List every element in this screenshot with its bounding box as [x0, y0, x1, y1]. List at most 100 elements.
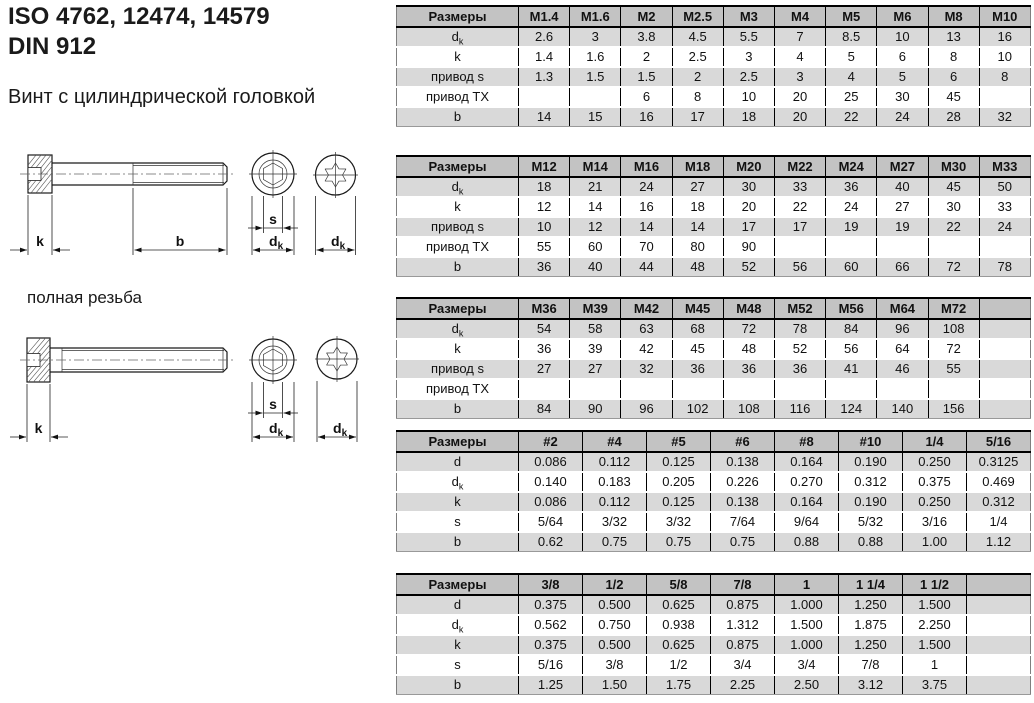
table-cell: 55 — [927, 358, 980, 379]
table-header-size: M27 — [876, 155, 928, 178]
table-cell: 2.5 — [671, 46, 724, 67]
table-cell: 36 — [773, 358, 826, 379]
row-label-main: d — [451, 321, 459, 336]
table-cell: 8 — [978, 66, 1031, 87]
table-header-size: M24 — [825, 155, 877, 178]
row-label: привод s — [396, 216, 519, 237]
table-cell: 3 — [722, 46, 775, 67]
table-cell: 58 — [569, 319, 621, 339]
table-cell: 7 — [773, 27, 826, 47]
dimension-dk-hex: dk — [251, 382, 295, 442]
table-cell: 30 — [876, 86, 928, 107]
hex-socket-end-view — [249, 336, 297, 384]
table-cell: 0.140 — [518, 471, 583, 492]
table-row: привод s 27 27 32 36 36 36 41 46 55 — [396, 358, 1031, 379]
table-cell: 27 — [517, 358, 570, 379]
table-cell: 1.3 — [517, 66, 570, 87]
table-header-size: M2.5 — [671, 5, 724, 28]
row-label-main: d — [451, 474, 459, 489]
table-header-size: 5/16 — [966, 430, 1031, 453]
table-cell: 18 — [722, 106, 775, 127]
table-cell: 18 — [517, 177, 570, 197]
table-cell: 45 — [671, 338, 724, 359]
table-header-size — [966, 573, 1031, 596]
table-cell: 0.88 — [838, 531, 903, 552]
table-cell: 1.12 — [966, 531, 1031, 552]
table-cell: 48 — [671, 256, 724, 277]
row-label: dk — [396, 319, 519, 339]
row-label: k — [396, 196, 519, 217]
table-cell: 27 — [876, 196, 928, 217]
table-cell: 16 — [620, 106, 673, 127]
table-cell: 30 — [927, 196, 980, 217]
table-cell: 24 — [876, 106, 928, 127]
table-cell — [966, 654, 1031, 675]
table-row: d 0.086 0.112 0.125 0.138 0.164 0.190 0.250 0.31… — [396, 452, 1031, 472]
table-cell: 84 — [517, 398, 570, 419]
table-cell — [978, 338, 1031, 359]
table-cell: 0.500 — [582, 634, 647, 655]
table-cell: 22 — [825, 106, 877, 127]
row-label: d — [396, 452, 519, 472]
table-cell — [966, 674, 1031, 695]
table-cell: 22 — [927, 216, 980, 237]
table-cell: 1.500 — [902, 595, 967, 615]
row-label-subscript: k — [458, 186, 464, 197]
screw-drawing-partial-thread: k b s dk dk — [10, 150, 358, 255]
table-cell: 20 — [722, 196, 775, 217]
table-cell: 0.3125 — [966, 452, 1031, 472]
dimensions-table-m12-m33: Размеры M12 M14 M16 M18 M20 M22 M24 M27 M30 M33 dk 1… — [396, 155, 1031, 277]
table-row: k 12 14 16 18 20 22 24 27 30 33 — [396, 196, 1031, 217]
table-cell — [825, 236, 877, 257]
table-cell: 1.25 — [518, 674, 583, 695]
table-cell: 0.250 — [902, 452, 967, 472]
dimension-s: s — [248, 196, 298, 233]
table-cell: 3/32 — [646, 511, 711, 532]
table-cell: 25 — [825, 86, 877, 107]
table-cell: 54 — [517, 319, 570, 339]
row-label: dk — [396, 27, 519, 47]
table-cell: 2 — [671, 66, 724, 87]
table-cell: 64 — [876, 338, 928, 359]
table-cell: 1.250 — [838, 595, 903, 615]
table-cell: 33 — [773, 177, 826, 197]
row-label: dk — [396, 471, 519, 492]
table-cell: 0.375 — [518, 634, 583, 655]
table-cell: 140 — [876, 398, 928, 419]
dimension-k: k — [10, 384, 68, 442]
table-cell: 3/4 — [710, 654, 775, 675]
dim-label-dk: dk — [269, 233, 284, 252]
table-cell: 0.086 — [518, 452, 583, 472]
table-row: привод s 10 12 14 14 17 17 19 19 22 24 — [396, 216, 1031, 237]
table-row: привод TX 55 60 70 80 90 — [396, 236, 1031, 257]
table-cell: 45 — [927, 177, 980, 197]
table-header-size — [978, 297, 1031, 320]
table-cell: 102 — [671, 398, 724, 419]
table-cell: 60 — [825, 256, 877, 277]
table-row: dk 0.140 0.183 0.205 0.226 0.270 0.312 0.375 0.4… — [396, 471, 1031, 492]
table-cell — [517, 378, 570, 399]
row-label: s — [396, 654, 519, 675]
table-header-sizes: Размеры — [396, 155, 519, 178]
table-cell: 0.469 — [966, 471, 1031, 492]
table-cell: 1.250 — [838, 634, 903, 655]
dimensions-table-inch-small: Размеры #2 #4 #5 #6 #8 #10 1/4 5/16 d 0.086 0.112 0.… — [396, 430, 1031, 552]
table-cell: 27 — [569, 358, 621, 379]
table-cell: 5/64 — [518, 511, 583, 532]
table-cell: 0.112 — [582, 491, 647, 512]
row-label: dk — [396, 177, 519, 197]
dimension-s: s — [248, 382, 298, 418]
table-cell: 3/4 — [774, 654, 839, 675]
row-label: b — [396, 256, 519, 277]
table-cell: 1.500 — [774, 614, 839, 635]
dim-label-k: k — [36, 233, 44, 249]
table-cell: 96 — [620, 398, 673, 419]
table-cell: 1 — [902, 654, 967, 675]
table-cell: 0.138 — [710, 491, 775, 512]
table-cell: 10 — [876, 27, 928, 47]
table-cell: 24 — [620, 177, 673, 197]
row-label: k — [396, 491, 519, 512]
table-cell: 108 — [722, 398, 775, 419]
table-cell: 44 — [620, 256, 673, 277]
table-cell: 19 — [825, 216, 877, 237]
